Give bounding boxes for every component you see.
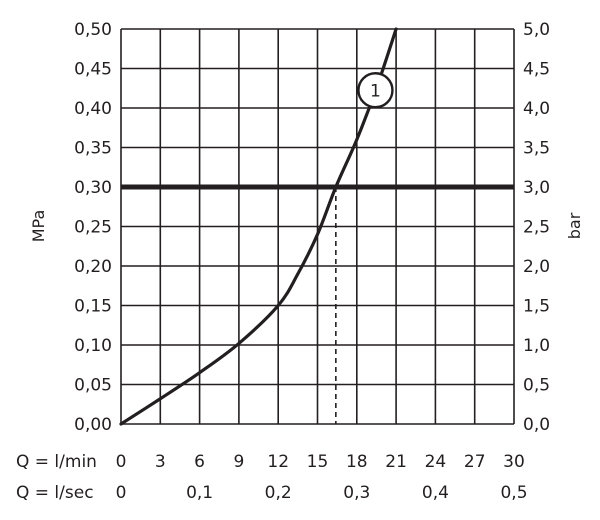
- series-marker-circle: [357, 72, 394, 109]
- x-row2-tick-label: 0,2: [265, 483, 292, 503]
- y-left-tick-label: 0,35: [74, 139, 112, 159]
- x-row1-tick-label: 9: [233, 452, 244, 472]
- y-left-tick-label: 0,30: [74, 178, 112, 198]
- y-right-tick-label: 5,0: [523, 20, 550, 40]
- y-left-tick-label: 0,45: [74, 60, 112, 80]
- y-left-tick-label: 0,05: [74, 376, 112, 396]
- x-row1-tick-label: 6: [194, 452, 205, 472]
- chart-grid: [120, 28, 515, 425]
- x-row1-label: Q = l/min: [16, 452, 97, 472]
- y-right-tick-label: 1,5: [523, 297, 550, 317]
- x-row1-tick-label: 27: [464, 452, 486, 472]
- x-row1-tick-label: 15: [307, 452, 329, 472]
- y-right-tick-label: 1,0: [523, 336, 550, 356]
- y-left-axis-label: MPa: [29, 210, 48, 243]
- y-right-tick-label: 4,0: [523, 99, 550, 119]
- x-row2-tick-label: 0,4: [422, 483, 449, 503]
- chart-marks: 1: [119, 27, 514, 426]
- x-row2-label: Q = l/sec: [16, 483, 94, 503]
- chart-labels: 0,000,050,100,150,200,250,300,350,400,45…: [74, 20, 550, 503]
- y-right-tick-label: 0,0: [523, 415, 550, 435]
- x-row1-tick-label: 24: [425, 452, 447, 472]
- x-row2-tick-label: 0,5: [500, 483, 527, 503]
- y-right-tick-label: 2,0: [523, 257, 550, 277]
- y-left-tick-label: 0,15: [74, 297, 112, 317]
- y-left-tick-label: 0,40: [74, 99, 112, 119]
- y-left-tick-label: 0,20: [74, 257, 112, 277]
- y-right-tick-label: 3,5: [523, 139, 550, 159]
- x-row1-tick-label: 3: [155, 452, 166, 472]
- x-row2-tick-label: 0,1: [186, 483, 213, 503]
- x-row1-tick-label: 18: [346, 452, 368, 472]
- series-line: [119, 27, 398, 426]
- y-right-tick-label: 2,5: [523, 218, 550, 238]
- x-row1-tick-label: 21: [385, 452, 407, 472]
- x-row2-tick-label: 0,3: [343, 483, 370, 503]
- y-left-tick-label: 0,25: [74, 218, 112, 238]
- y-right-tick-label: 3,0: [523, 178, 550, 198]
- y-right-axis-label: bar: [565, 212, 584, 239]
- y-left-tick-label: 0,50: [74, 20, 112, 40]
- x-row1-tick-label: 0: [116, 452, 127, 472]
- x-row1-tick-label: 30: [503, 452, 525, 472]
- y-left-tick-label: 0,00: [74, 415, 112, 435]
- x-row1-tick-label: 12: [267, 452, 289, 472]
- y-left-tick-label: 0,10: [74, 336, 112, 356]
- y-right-tick-label: 0,5: [523, 376, 550, 396]
- series-marker-label: 1: [370, 81, 381, 101]
- x-row2-tick-label: 0: [116, 483, 127, 503]
- y-right-tick-label: 4,5: [523, 60, 550, 80]
